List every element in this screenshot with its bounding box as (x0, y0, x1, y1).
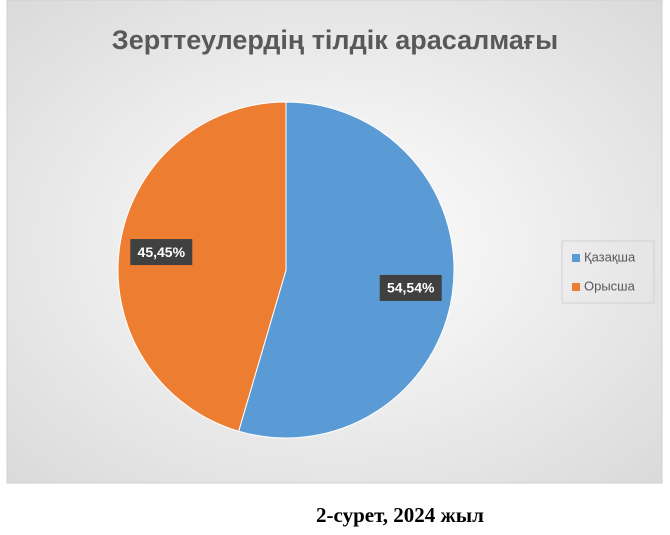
chart-title: Зерттеулердің тілдік арасалмағы (112, 25, 558, 55)
pie-slice (117, 101, 287, 432)
legend-label: Қазақша (584, 249, 636, 264)
legend-swatch (572, 283, 580, 291)
data-label-box (130, 239, 193, 266)
legend-swatch (572, 254, 580, 262)
caption: 2-сурет, 2024 жыл (316, 503, 484, 527)
legend-label: Орысша (584, 278, 636, 293)
pie-slice (238, 101, 455, 439)
data-label-box (379, 274, 442, 301)
data-label: 54,54% (387, 280, 435, 296)
data-label: 45,45% (138, 244, 186, 260)
legend-box (561, 240, 655, 304)
chart: Зерттеулердің тілдік арасалмағы 54,54% Қа… (6, 0, 663, 484)
